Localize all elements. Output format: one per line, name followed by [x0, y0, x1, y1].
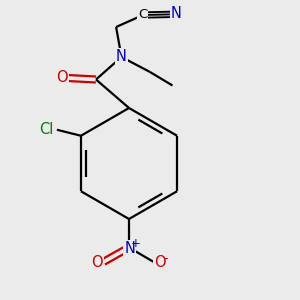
Text: Cl: Cl — [39, 122, 54, 137]
Text: O: O — [154, 255, 165, 270]
Text: C: C — [138, 8, 147, 21]
Text: N: N — [171, 6, 182, 21]
Text: O: O — [56, 70, 68, 85]
Text: +: + — [131, 237, 140, 250]
Text: N: N — [116, 49, 127, 64]
Text: N: N — [124, 241, 135, 256]
Text: -: - — [164, 252, 168, 266]
Text: O: O — [91, 255, 103, 270]
